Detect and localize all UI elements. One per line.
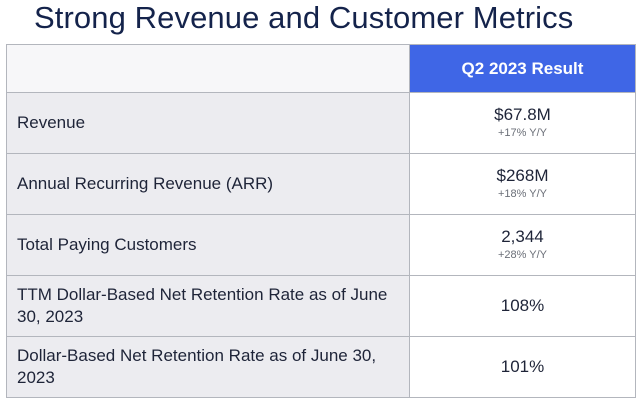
row-value-cell: $268M +18% Y/Y	[409, 153, 636, 215]
row-value-cell: 2,344 +28% Y/Y	[409, 214, 636, 276]
metrics-table: Q2 2023 Result Revenue $67.8M +17% Y/Y A…	[6, 44, 636, 398]
table-row-retention: Dollar-Based Net Retention Rate as of Ju…	[6, 336, 636, 398]
row-label: TTM Dollar-Based Net Retention Rate as o…	[6, 275, 410, 337]
table-row-customers: Total Paying Customers 2,344 +28% Y/Y	[6, 214, 636, 276]
row-value-cell: $67.8M +17% Y/Y	[409, 92, 636, 154]
row-value: 108%	[500, 296, 545, 315]
table-header-row: Q2 2023 Result	[6, 44, 636, 93]
table-row-ttm-retention: TTM Dollar-Based Net Retention Rate as o…	[6, 275, 636, 337]
row-label: Annual Recurring Revenue (ARR)	[6, 153, 410, 215]
row-change: +17% Y/Y	[497, 127, 548, 139]
row-value: 101%	[500, 357, 545, 376]
row-value: $268M	[496, 166, 549, 185]
row-label: Total Paying Customers	[6, 214, 410, 276]
row-change: +18% Y/Y	[497, 188, 548, 200]
header-result-cell: Q2 2023 Result	[409, 44, 636, 93]
header-label-cell	[6, 44, 410, 93]
page-title: Strong Revenue and Customer Metrics	[34, 0, 574, 35]
row-label: Dollar-Based Net Retention Rate as of Ju…	[6, 336, 410, 398]
row-value-cell: 108%	[409, 275, 636, 337]
row-value: $67.8M	[494, 105, 551, 124]
row-value: 2,344	[501, 227, 544, 246]
row-value-cell: 101%	[409, 336, 636, 398]
row-label: Revenue	[6, 92, 410, 154]
table-row-revenue: Revenue $67.8M +17% Y/Y	[6, 92, 636, 154]
row-change: +28% Y/Y	[497, 249, 548, 261]
table-row-arr: Annual Recurring Revenue (ARR) $268M +18…	[6, 153, 636, 215]
